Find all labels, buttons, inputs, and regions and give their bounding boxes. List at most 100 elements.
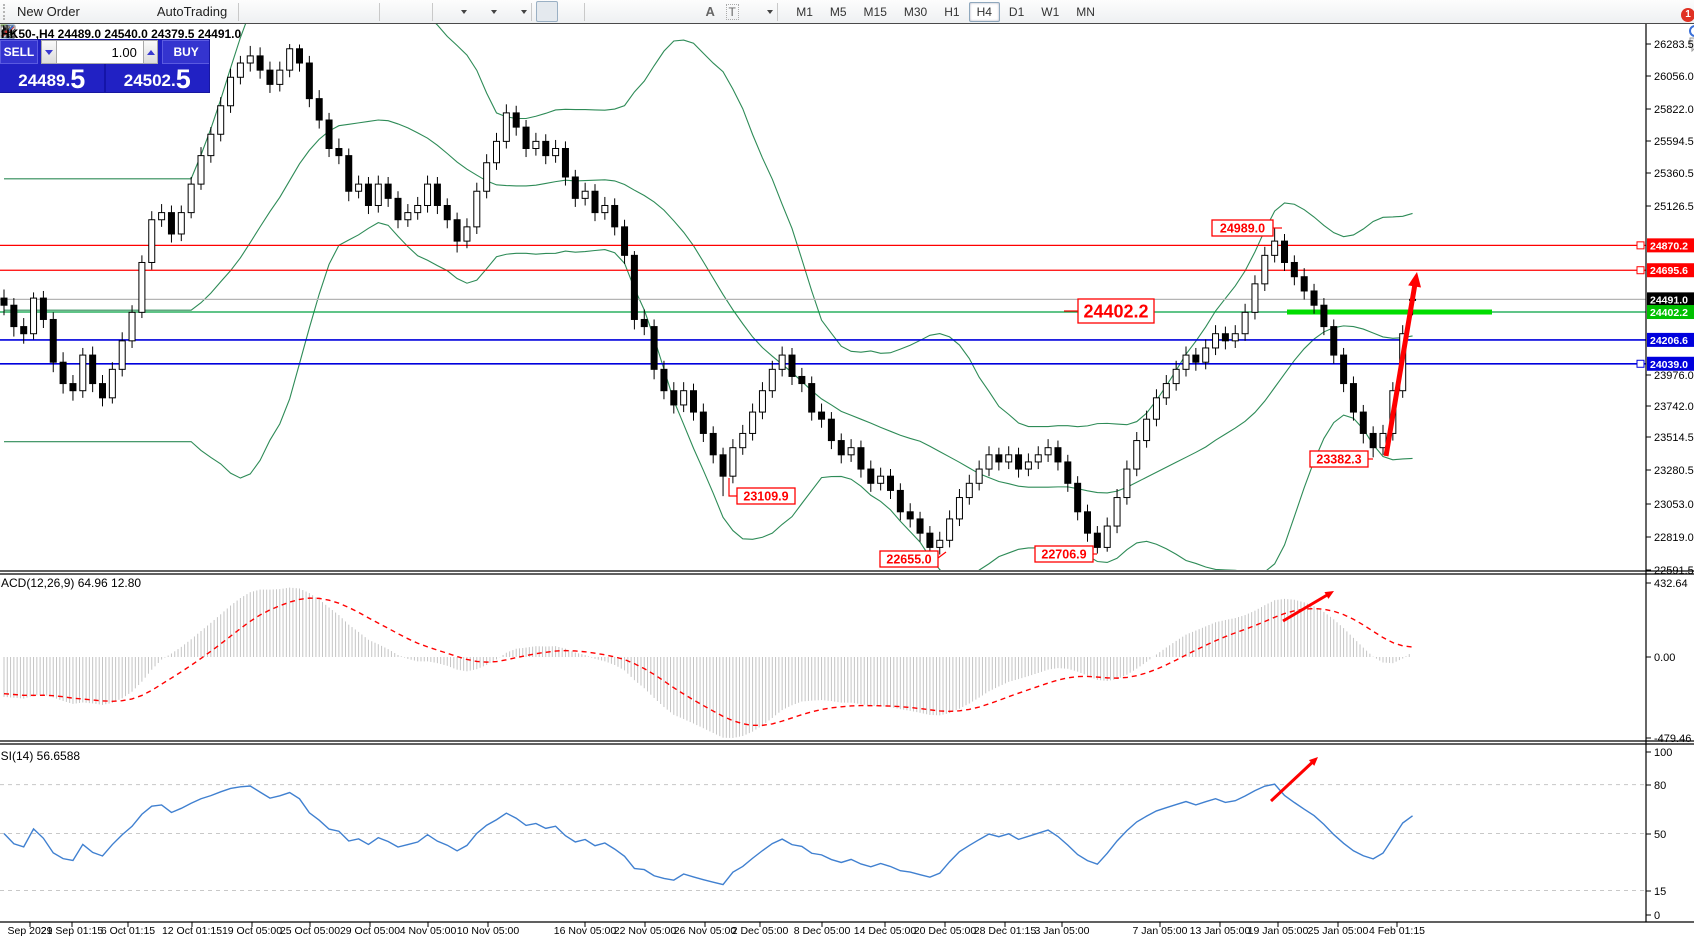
candle bbox=[601, 196, 609, 220]
text-icon: A bbox=[705, 4, 715, 19]
timeframe-W1[interactable]: W1 bbox=[1041, 4, 1060, 19]
autotrading-button[interactable]: AutoTrading bbox=[1, 1, 234, 39]
periods-button[interactable] bbox=[0, 1, 489, 39]
candle bbox=[1123, 460, 1131, 505]
text-tool-button[interactable]: A bbox=[699, 1, 721, 22]
arrow-head bbox=[1408, 272, 1422, 288]
chart-canvas[interactable]: 24989.0 24402.2 23109.9 22655.0 22706.9 23382… bbox=[0, 24, 1694, 937]
candle bbox=[207, 127, 215, 163]
sell-price[interactable]: 24489. 5 bbox=[0, 64, 104, 94]
search-icon[interactable] bbox=[1688, 24, 1694, 41]
timeframe-M15[interactable]: M15 bbox=[863, 4, 887, 19]
volume-input[interactable] bbox=[56, 40, 143, 64]
arrow-shaft[interactable] bbox=[1269, 761, 1314, 803]
candle bbox=[1221, 326, 1229, 350]
crosshair-tool-button[interactable] bbox=[1, 1, 580, 38]
line-handle[interactable] bbox=[1636, 241, 1645, 250]
vertical-line-tool-button[interactable] bbox=[5, 1, 611, 38]
timeframe-M30[interactable]: M30 bbox=[903, 4, 928, 19]
price-callout[interactable] bbox=[1034, 545, 1094, 563]
candle bbox=[49, 312, 57, 373]
line-chart-mode-button[interactable] bbox=[0, 1, 309, 37]
price-callout[interactable] bbox=[1077, 298, 1155, 324]
svg-text:24402.2: 24402.2 bbox=[1083, 301, 1148, 321]
candle bbox=[709, 426, 717, 464]
buy-price[interactable]: 24502. 5 bbox=[106, 64, 210, 93]
candle bbox=[1133, 432, 1141, 477]
candle bbox=[591, 184, 599, 222]
candle bbox=[325, 112, 333, 158]
arrows-dropdown-caret[interactable] bbox=[767, 9, 774, 14]
auto-scroll-button[interactable] bbox=[1, 1, 406, 38]
svg-text:24491.0: 24491.0 bbox=[1650, 294, 1688, 306]
price-callout[interactable] bbox=[736, 487, 796, 505]
candle bbox=[1015, 447, 1023, 478]
toolbar-grip[interactable] bbox=[3, 3, 10, 20]
timeframe-M5[interactable]: M5 bbox=[829, 4, 847, 19]
buy-price-main: 24502. bbox=[123, 71, 176, 90]
panel-separators[interactable] bbox=[0, 570, 1694, 923]
volume-increase-button[interactable] bbox=[142, 40, 159, 64]
signals-button[interactable] bbox=[1, 1, 153, 37]
new-order-button[interactable]: New Order bbox=[1, 1, 87, 38]
templates-button[interactable] bbox=[0, 1, 519, 38]
arrow-shaft[interactable] bbox=[1282, 593, 1329, 623]
arrow-shaft[interactable] bbox=[1383, 284, 1418, 457]
zoom-in-button[interactable] bbox=[1, 1, 331, 39]
price-tag-24039.0 bbox=[1647, 356, 1694, 371]
line-handle[interactable] bbox=[1636, 266, 1645, 275]
candle bbox=[1074, 476, 1082, 521]
svg-text:10 Nov 05:00: 10 Nov 05:00 bbox=[457, 925, 520, 937]
candle bbox=[177, 205, 185, 242]
fibonacci-icon: F bbox=[1, 26, 15, 39]
timeframe-MN[interactable]: MN bbox=[1076, 4, 1095, 19]
price-callout[interactable] bbox=[1309, 450, 1369, 468]
horizontal-line-tool-button[interactable] bbox=[1, 1, 633, 33]
indicators-dropdown-caret[interactable] bbox=[461, 9, 468, 14]
volume-decrease-button[interactable] bbox=[41, 40, 57, 64]
cursor-tool-button[interactable] bbox=[3, 1, 559, 38]
templates-dropdown-caret[interactable] bbox=[521, 9, 528, 14]
bollinger-bands bbox=[4, 24, 1413, 570]
line-handle[interactable] bbox=[1636, 359, 1645, 368]
zoom-out-button[interactable] bbox=[1, 1, 353, 39]
price-callout[interactable] bbox=[879, 550, 939, 568]
arrows-tool-button[interactable] bbox=[1, 1, 765, 38]
sell-price-pip: 5 bbox=[70, 64, 86, 94]
timeframe-M1[interactable]: M1 bbox=[796, 4, 813, 19]
candle bbox=[542, 134, 550, 165]
svg-text:25594.5: 25594.5 bbox=[1654, 136, 1694, 148]
styler-button[interactable] bbox=[2, 1, 109, 38]
candle bbox=[808, 376, 816, 421]
community-button[interactable] bbox=[1, 1, 131, 38]
arrow-head bbox=[1308, 757, 1318, 766]
chart-shift-button[interactable] bbox=[1, 1, 428, 38]
candle bbox=[995, 447, 1003, 471]
price-axis[interactable]: 26283.5 26056.0 25822.0 25594.5 25360.5 25126… bbox=[1645, 24, 1694, 922]
timeframe-D1[interactable]: D1 bbox=[1008, 4, 1025, 19]
fibonacci-tool-button[interactable]: F bbox=[1, 1, 699, 39]
sell-button[interactable]: SELL bbox=[0, 40, 38, 64]
candle bbox=[1271, 228, 1279, 263]
candle bbox=[1202, 339, 1210, 370]
svg-text:26283.5: 26283.5 bbox=[1654, 39, 1694, 51]
chart-ohlc-title: HK50-,H4 24489.0 24540.0 24379.5 24491.0 bbox=[1, 27, 242, 41]
channel-tool-button[interactable]: E bbox=[0, 1, 677, 39]
price-callout[interactable] bbox=[1211, 219, 1274, 237]
candle-chart-mode-button[interactable] bbox=[2, 1, 287, 38]
label-tool-button[interactable]: T bbox=[721, 1, 743, 22]
buy-button[interactable]: BUY bbox=[162, 40, 209, 64]
candle bbox=[99, 375, 106, 407]
macd-histogram bbox=[3, 587, 1410, 738]
timeframe-H1[interactable]: H1 bbox=[944, 4, 960, 19]
svg-text:23976.0: 23976.0 bbox=[1654, 370, 1694, 382]
bar-chart-mode-button[interactable] bbox=[2, 1, 265, 37]
green-support-zone[interactable] bbox=[1287, 309, 1492, 315]
tile-windows-button[interactable] bbox=[0, 1, 375, 39]
indicators-button[interactable] bbox=[0, 1, 459, 38]
candle bbox=[1330, 319, 1338, 364]
timeframe-H4[interactable]: H4 bbox=[968, 1, 1000, 22]
periods-dropdown-caret[interactable] bbox=[491, 9, 498, 14]
trendline-tool-button[interactable] bbox=[1, 1, 655, 38]
